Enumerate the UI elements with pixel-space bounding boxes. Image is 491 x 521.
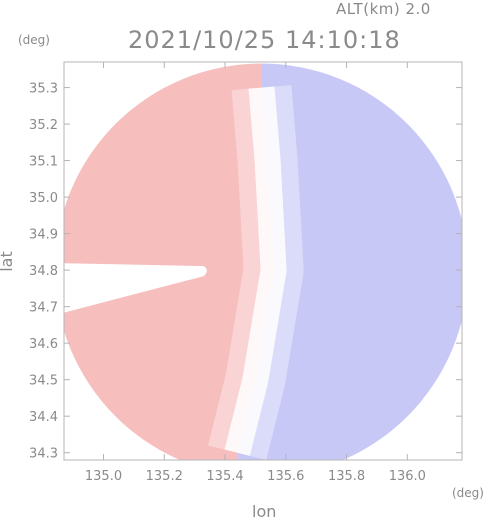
no-data-sector <box>64 263 207 314</box>
x-tick-label: 135.6 <box>267 469 304 484</box>
velocity-field <box>64 63 462 460</box>
axis-ticks: 135.0 135.2 135.4 135.6 135.8 136.0 34.3 34.4 34… <box>29 62 462 484</box>
y-tick-label: 34.4 <box>29 410 58 425</box>
x-tick-label: 135.4 <box>206 469 243 484</box>
near-zero-velocity-band <box>208 85 304 460</box>
altitude-label: ALT(km) 2.0 <box>336 0 431 18</box>
x-tick-label: 135.8 <box>328 469 365 484</box>
x-axis-label: lon <box>252 502 277 521</box>
y-tick-label: 35.2 <box>29 118 58 133</box>
y-tick-label: 34.9 <box>29 228 58 243</box>
negative-velocity-region <box>237 63 462 460</box>
y-tick-label: 35.3 <box>29 82 58 97</box>
x-tick-label: 135.0 <box>85 469 122 484</box>
y-tick-label: 34.5 <box>29 374 58 389</box>
x-tick-label: 136.0 <box>389 469 426 484</box>
y-tick-label: 34.6 <box>29 337 58 352</box>
y-tick-label: 34.3 <box>29 447 58 462</box>
x-axis-unit: (deg) <box>452 486 484 500</box>
chart-timestamp-title: 2021/10/25 14:10:18 <box>128 26 401 54</box>
positive-velocity-region <box>64 63 274 460</box>
y-tick-label: 34.8 <box>29 264 58 279</box>
y-tick-label: 35.1 <box>29 155 58 170</box>
plot-frame <box>63 61 463 461</box>
x-tick-label: 135.2 <box>146 469 183 484</box>
y-tick-label: 35.0 <box>29 191 58 206</box>
radar-disc <box>64 63 462 460</box>
zero-velocity-band <box>224 86 287 456</box>
y-tick-label: 34.7 <box>29 301 58 316</box>
y-axis-unit: (deg) <box>18 33 50 47</box>
